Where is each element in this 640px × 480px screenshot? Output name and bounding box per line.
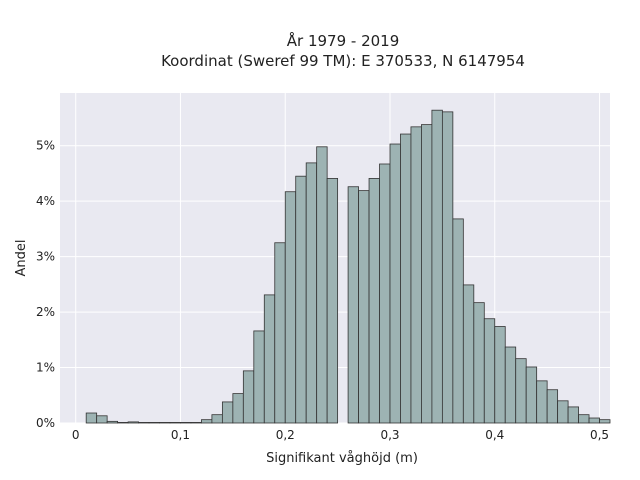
histogram-bar-4	[127, 421, 139, 424]
histogram-bar-47	[578, 414, 590, 424]
x-tick-label-3: 0,3	[380, 428, 399, 442]
histogram-bar-15	[242, 370, 255, 424]
histogram-bar-6	[148, 422, 160, 424]
y-tick-label-1: 1%	[36, 361, 55, 375]
histogram-bar-42	[525, 366, 538, 424]
chart-subtitle: Koordinat (Sweref 99 TM): E 370533, N 61…	[161, 52, 525, 70]
histogram-bar-35	[452, 218, 464, 424]
histogram-bar-26	[358, 190, 370, 424]
histogram-bar-5	[138, 422, 150, 424]
histogram-bar-31	[410, 126, 422, 424]
histogram-bar-17	[263, 294, 276, 424]
histogram-bar-3	[117, 422, 129, 424]
histogram-bar-21	[305, 162, 318, 424]
histogram-bar-22	[316, 146, 328, 424]
y-tick-label-5: 5%	[36, 139, 55, 153]
histogram-bar-28	[379, 163, 391, 424]
histogram-bar-30	[400, 133, 412, 424]
x-axis-ticks: 0 0,1 0,2 0,3 0,4 0,5	[72, 428, 609, 442]
histogram-bar-23	[326, 178, 339, 424]
histogram-bar-49	[599, 419, 611, 424]
histogram-bar-0	[85, 412, 98, 424]
histogram-bar-27	[368, 178, 380, 424]
x-axis-label: Signifikant våghöjd (m)	[266, 451, 418, 466]
histogram-bar-44	[546, 389, 559, 424]
histogram-bar-43	[536, 380, 548, 424]
y-tick-label-3: 3%	[36, 250, 55, 264]
histogram-bar-29	[389, 143, 401, 424]
histogram-bar-16	[253, 330, 265, 424]
y-tick-label-4: 4%	[36, 194, 55, 208]
chart-title: År 1979 - 2019	[287, 31, 400, 50]
histogram-bar-39	[494, 326, 506, 424]
x-tick-label-1: 0,1	[171, 428, 190, 442]
y-tick-label-2: 2%	[36, 305, 55, 319]
x-tick-label-4: 0,4	[485, 428, 504, 442]
x-tick-label-0: 0	[72, 428, 80, 442]
histogram-bar-46	[567, 406, 579, 424]
histogram-bar-38	[483, 318, 496, 424]
histogram-bar-10	[190, 422, 202, 424]
y-tick-label-0: 0%	[36, 416, 55, 430]
histogram-bar-19	[284, 191, 297, 424]
histogram-bar-34	[441, 111, 454, 424]
histogram-bar-1	[96, 415, 108, 424]
histogram-bar-48	[588, 417, 600, 424]
histogram-bar-40	[504, 346, 517, 424]
histogram-bar-12	[211, 414, 223, 424]
y-axis-label: Andel	[14, 240, 29, 277]
histogram-bar-37	[473, 302, 485, 424]
histogram-bar-45	[557, 400, 569, 424]
histogram-bar-36	[462, 284, 475, 424]
histogram-bar-33	[431, 109, 443, 424]
histogram-bar-18	[274, 242, 286, 424]
histogram-bar-13	[221, 401, 234, 424]
histogram-bar-9	[180, 422, 192, 424]
histogram-bar-11	[201, 419, 213, 424]
histogram-bar-2	[106, 420, 119, 424]
histogram-bar-7	[159, 422, 171, 424]
histogram-bar-14	[232, 393, 244, 424]
y-axis-ticks: 0% 1% 2% 3% 4% 5%	[36, 139, 55, 430]
histogram-bar-20	[295, 175, 307, 424]
histogram-bar-8	[169, 422, 181, 424]
x-tick-label-2: 0,2	[276, 428, 295, 442]
histogram-bar-25	[347, 186, 359, 424]
x-tick-label-5: 0,5	[590, 428, 609, 442]
histogram-bars	[85, 109, 611, 424]
histogram-bar-32	[421, 124, 433, 424]
histogram-bar-41	[515, 358, 527, 424]
